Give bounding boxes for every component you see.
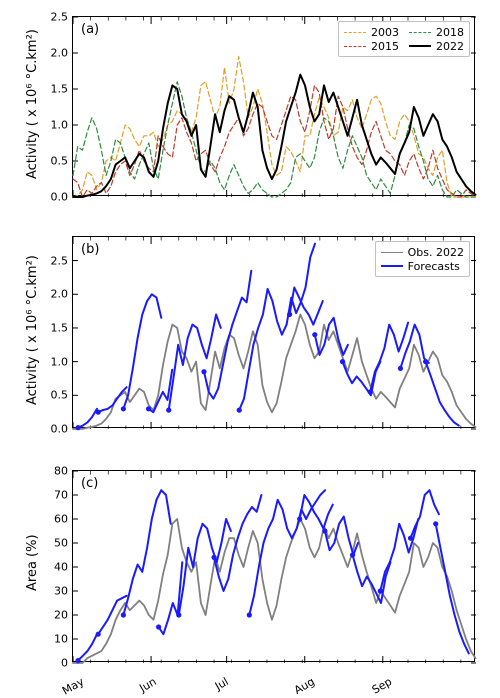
panel-b-tag: (b) [81, 242, 99, 257]
legend-item: 2015 [344, 39, 399, 53]
legend-item: Obs. 2022 [381, 245, 464, 259]
legend-label: 2015 [371, 40, 399, 53]
panel-c-tag: (c) [81, 476, 98, 491]
panel-a: 0.00.51.01.52.02.5(a)Activity ( x 10⁶ °C… [72, 16, 475, 196]
panel-c: 01020304050607080MayJunJulAugSep(c)Area … [72, 470, 475, 662]
ytick-label: 2.0 [38, 47, 68, 60]
legend-swatch [409, 32, 431, 33]
legend-item: 2022 [409, 39, 464, 53]
panel-b-legend: Obs. 2022Forecasts [375, 241, 470, 277]
ytick-label: 60 [38, 513, 68, 526]
ytick-label: 20 [38, 609, 68, 622]
ytick-label: 1.0 [38, 119, 68, 132]
legend-label: 2022 [436, 40, 464, 53]
legend-swatch [409, 45, 431, 47]
ytick-label: 40 [38, 561, 68, 574]
legend-label: Forecasts [408, 260, 460, 273]
panel-b: 0.00.51.01.52.02.5(b)Activity ( x 10⁶ °C… [72, 236, 475, 428]
ytick-label: 1.5 [38, 321, 68, 334]
ytick-label: 70 [38, 489, 68, 502]
ytick-label: 0.5 [38, 155, 68, 168]
panel-c-ylabel: Area (%) [25, 534, 40, 591]
panel-a-ylabel: Activity ( x 10⁶ °C.km²) [25, 29, 40, 179]
ytick-label: 2.0 [38, 288, 68, 301]
ytick-label: 0.5 [38, 389, 68, 402]
ytick-label: 0 [38, 657, 68, 670]
legend-label: Obs. 2022 [408, 246, 464, 259]
ytick-label: 10 [38, 633, 68, 646]
panel-b-ylabel: Activity ( x 10⁶ °C.km²) [25, 255, 40, 405]
legend-swatch [344, 32, 366, 33]
xtick-label: Sep [367, 675, 388, 688]
legend-item: 2003 [344, 25, 399, 39]
legend-label: 2003 [371, 26, 399, 39]
ytick-label: 50 [38, 537, 68, 550]
ytick-label: 1.0 [38, 355, 68, 368]
panel-c-svg [73, 471, 476, 663]
legend-item: 2018 [409, 25, 464, 39]
ytick-label: 30 [38, 585, 68, 598]
panel-a-tag: (a) [81, 22, 99, 37]
legend-swatch [381, 265, 403, 267]
legend-swatch [344, 46, 366, 47]
ytick-label: 2.5 [38, 254, 68, 267]
ytick-label: 2.5 [38, 11, 68, 24]
ytick-label: 80 [38, 465, 68, 478]
legend-item: Forecasts [381, 259, 464, 273]
xtick-label: Aug [289, 675, 310, 688]
ytick-label: 0.0 [38, 423, 68, 436]
legend-swatch [381, 252, 403, 253]
ytick-label: 1.5 [38, 83, 68, 96]
ytick-label: 0.0 [38, 191, 68, 204]
legend-label: 2018 [436, 26, 464, 39]
xtick-label: May [57, 675, 80, 688]
xtick-label: Jun [135, 675, 152, 688]
xtick-label: Jul [211, 675, 224, 688]
figure-root: 0.0 0.5 1.0 1.5 2.0 2.5 (a) Activity ( x 10⁶ °C… [0, 0, 500, 696]
panel-a-legend: 2003 2018 2015 2022 [338, 21, 470, 57]
